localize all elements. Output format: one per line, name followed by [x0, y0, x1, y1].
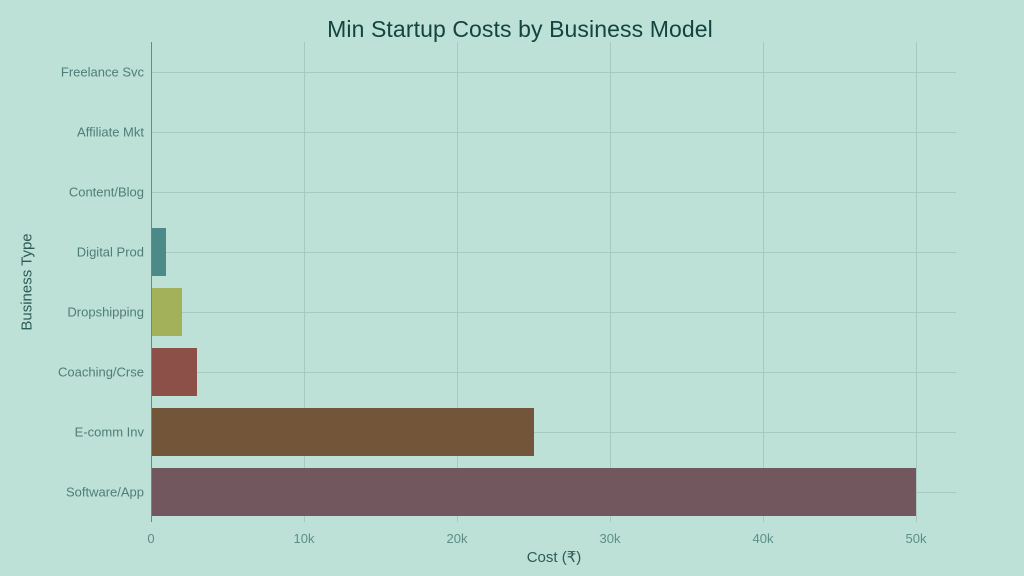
x-tick-label: 30k	[599, 531, 621, 546]
x-tick-label: 10k	[293, 531, 315, 546]
gridline-vertical	[763, 42, 764, 522]
y-tick-label: Dropshipping	[67, 304, 144, 320]
y-axis-title: Business Type	[18, 233, 36, 331]
y-axis-line	[151, 42, 152, 522]
x-tick-label: 0	[147, 531, 155, 546]
gridline-vertical	[304, 42, 305, 522]
y-tick-label: Coaching/Crse	[58, 364, 144, 380]
y-tick-label: Freelance Svc	[60, 64, 144, 80]
bar-software-app[interactable]	[151, 468, 916, 516]
y-tick-label: Affiliate Mkt	[77, 124, 144, 140]
gridline-horizontal	[151, 432, 956, 433]
x-tick-label: 40k	[752, 531, 774, 546]
x-tick-label: 20k	[446, 531, 468, 546]
y-tick-label: E-comm Inv	[74, 424, 144, 440]
gridline-horizontal	[151, 72, 956, 73]
gridline-horizontal	[151, 252, 956, 253]
x-axis-title: Cost (₹)	[526, 549, 582, 566]
bar-digital-prod[interactable]	[151, 228, 167, 276]
plot-area	[151, 42, 956, 522]
bar-coaching-crse[interactable]	[151, 348, 197, 396]
gridline-horizontal	[151, 312, 956, 313]
bar-e-comm-inv[interactable]	[151, 408, 534, 456]
gridline-vertical	[457, 42, 458, 522]
gridline-horizontal	[151, 192, 956, 193]
y-tick-label: Content/Blog	[68, 184, 144, 200]
y-tick-label: Software/App	[65, 484, 144, 500]
y-tick-label: Digital Prod	[76, 244, 144, 260]
gridline-horizontal	[151, 372, 956, 373]
chart-title: Min Startup Costs by Business Model	[327, 16, 713, 42]
x-tick-label: 50k	[905, 531, 927, 546]
gridline-vertical	[610, 42, 611, 522]
gridline-horizontal	[151, 132, 956, 133]
gridline-vertical	[916, 42, 917, 522]
bar-dropshipping[interactable]	[151, 288, 182, 336]
